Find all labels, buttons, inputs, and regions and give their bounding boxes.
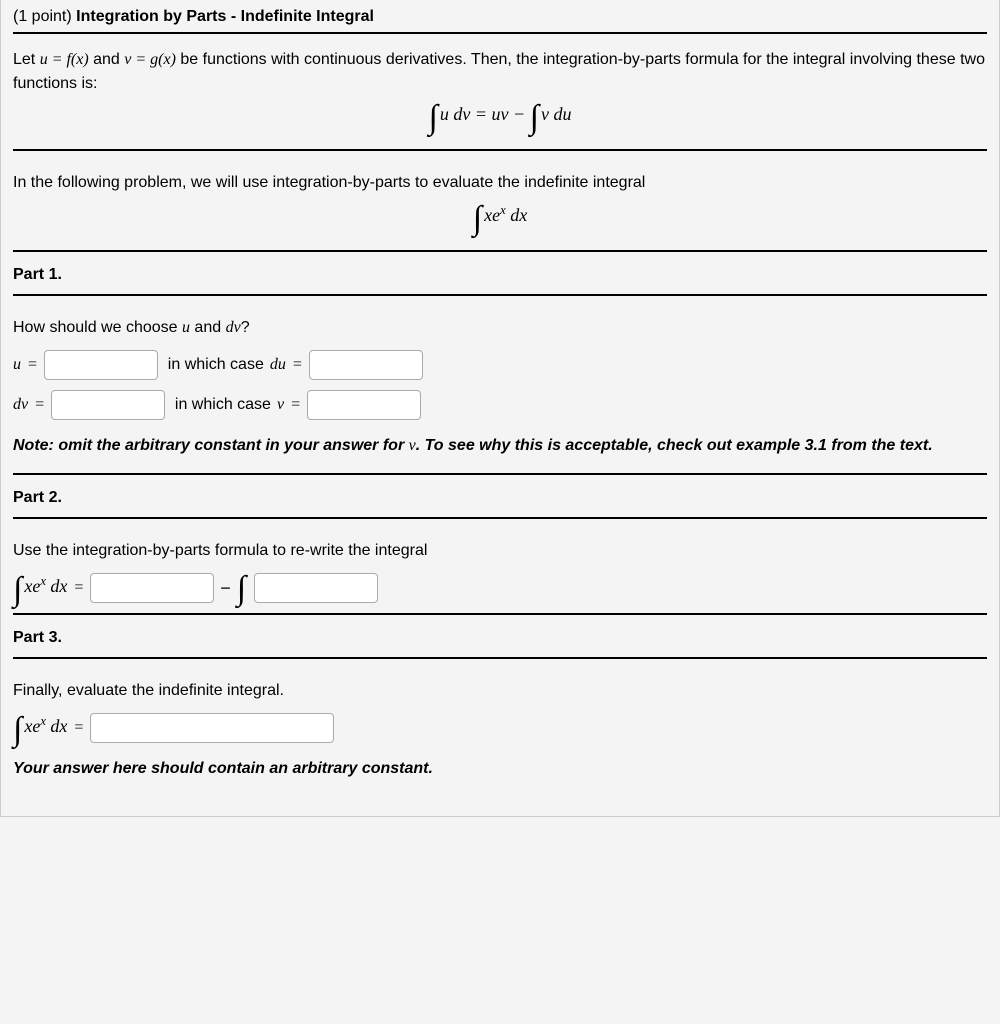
lead-text: In the following problem, we will use in… bbox=[13, 171, 987, 195]
formula-target-integral: ∫xex dx bbox=[13, 195, 987, 240]
row-part3: ∫xex dx = bbox=[13, 713, 987, 743]
input-dv[interactable] bbox=[51, 390, 165, 420]
divider bbox=[13, 149, 987, 151]
input-u[interactable] bbox=[44, 350, 158, 380]
divider bbox=[13, 517, 987, 519]
points-label: (1 point) bbox=[13, 8, 72, 25]
part1-heading: Part 1. bbox=[13, 266, 987, 284]
part3-note: Your answer here should contain an arbit… bbox=[13, 757, 987, 782]
divider bbox=[13, 613, 987, 615]
problem-title: (1 point) Integration by Parts - Indefin… bbox=[13, 8, 987, 26]
row-u: u = in which case du = bbox=[13, 350, 987, 380]
part1-note: Note: omit the arbitrary constant in you… bbox=[13, 434, 987, 459]
row-part2: ∫xex dx = − ∫ bbox=[13, 573, 987, 603]
part3-heading: Part 3. bbox=[13, 629, 987, 647]
input-du[interactable] bbox=[309, 350, 423, 380]
divider bbox=[13, 32, 987, 34]
divider bbox=[13, 294, 987, 296]
row-dv: dv = in which case v = bbox=[13, 390, 987, 420]
divider bbox=[13, 473, 987, 475]
part2-question: Use the integration-by-parts formula to … bbox=[13, 539, 987, 563]
problem-container: (1 point) Integration by Parts - Indefin… bbox=[0, 0, 1000, 817]
part1-question: How should we choose u and dv? bbox=[13, 316, 987, 340]
intro-text: Let u = f(x) and v = g(x) be functions w… bbox=[13, 48, 987, 96]
divider bbox=[13, 250, 987, 252]
part3-question: Finally, evaluate the indefinite integra… bbox=[13, 679, 987, 703]
formula-ibp: ∫u dv = uv − ∫v du bbox=[13, 96, 987, 139]
part2-heading: Part 2. bbox=[13, 489, 987, 507]
input-final-answer[interactable] bbox=[90, 713, 334, 743]
input-uv-term[interactable] bbox=[90, 573, 214, 603]
divider bbox=[13, 657, 987, 659]
title-text: Integration by Parts - Indefinite Integr… bbox=[76, 8, 374, 25]
input-v[interactable] bbox=[307, 390, 421, 420]
input-integrand-term[interactable] bbox=[254, 573, 378, 603]
